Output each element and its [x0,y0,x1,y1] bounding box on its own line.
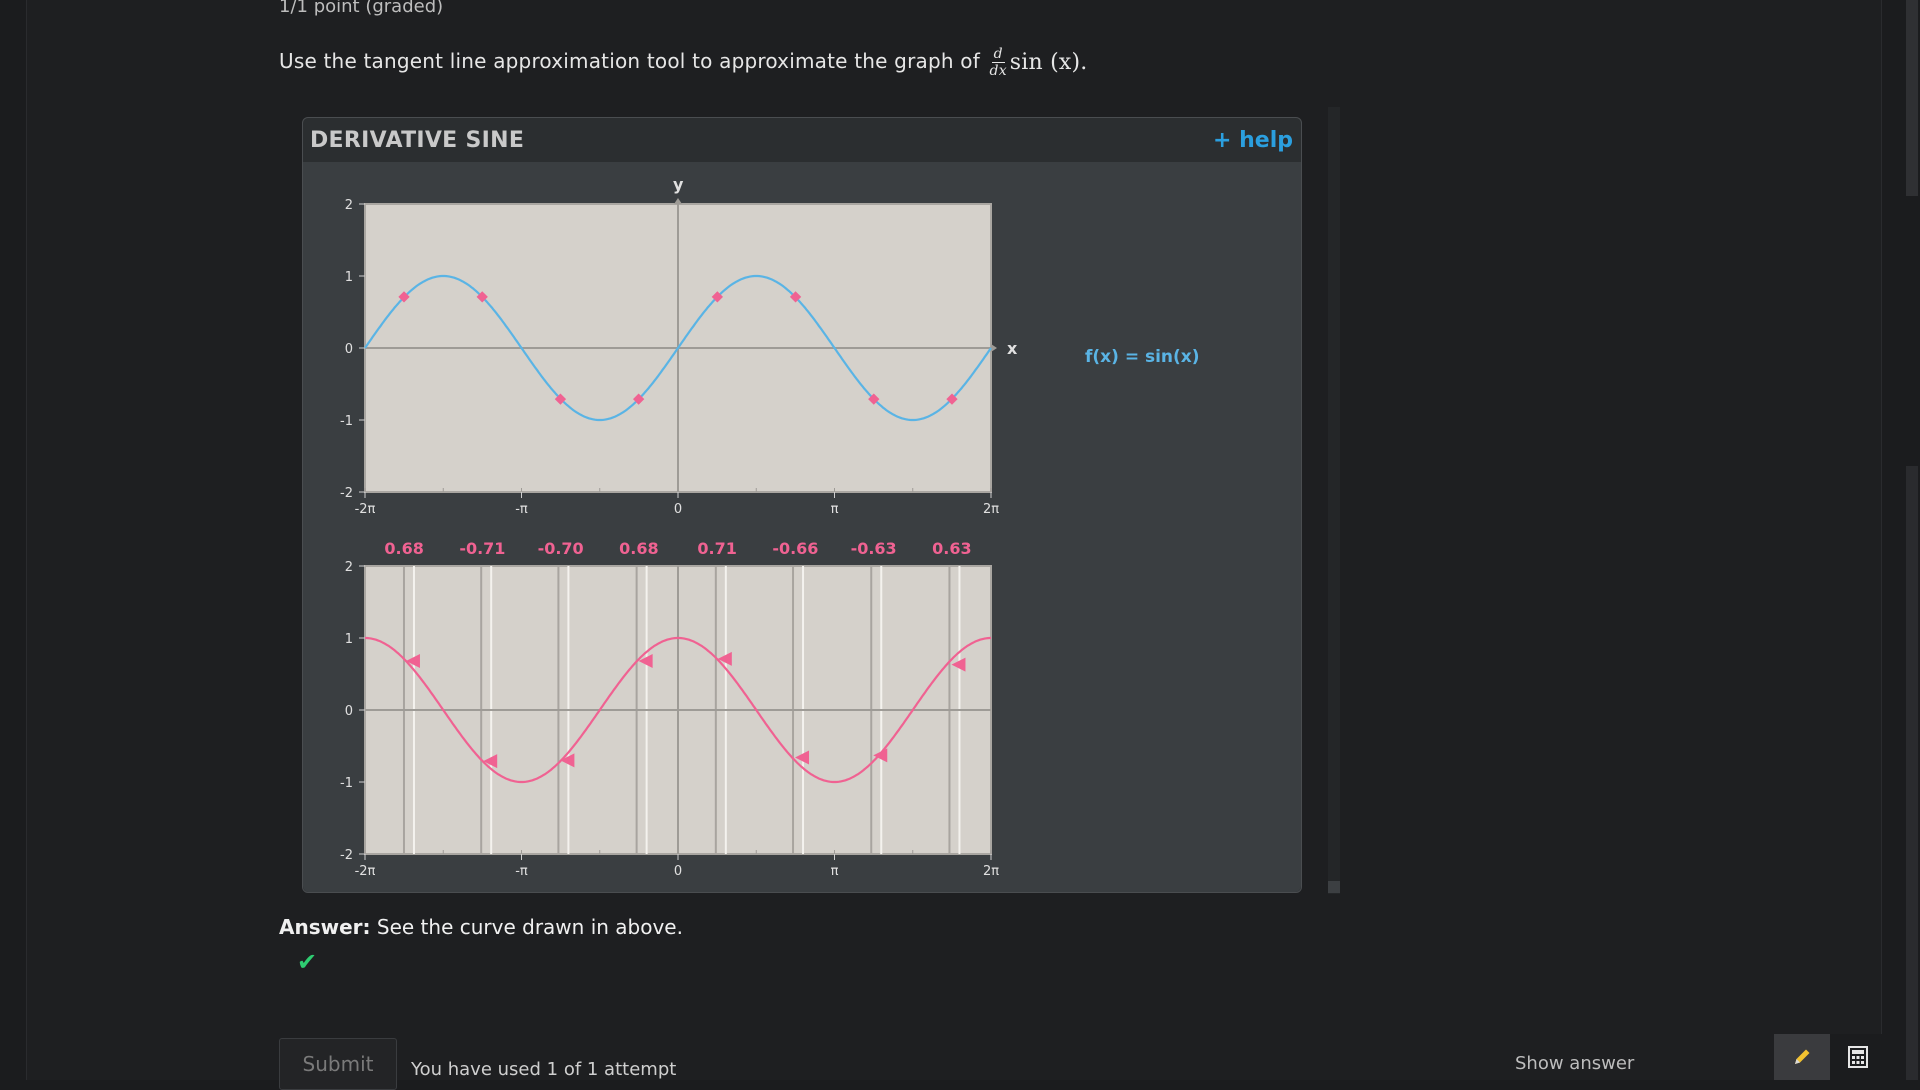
y-tick-label: 1 [345,270,353,285]
x-tick-label: 2π [983,864,999,879]
tangent-point [789,291,802,303]
x-axis-arrow [991,344,997,352]
x-tick-label: π [831,864,839,879]
x-tick-label: π [831,502,839,517]
slope-marker [638,654,653,669]
math-period: . [1080,50,1088,75]
check-icon: ✔ [297,948,318,976]
answer-label: Answer: [279,915,371,939]
slope-label: 0.68 [384,539,423,558]
widget-header: DERIVATIVE SINE + help [303,118,1301,163]
slope-marker [717,651,732,666]
y-tick-label: 0 [345,704,353,719]
tangent-point [711,291,724,303]
slope-label: 0.63 [932,539,971,558]
y-tick-label: -1 [340,414,353,429]
tangent-point [868,393,880,405]
slope-label: 0.68 [619,539,658,558]
slope-marker [405,654,420,669]
tangent-point [554,393,567,405]
x-tick-label: 2π [983,502,999,517]
tangent-point [632,393,645,405]
widget-title: DERIVATIVE SINE [310,127,525,153]
x-tick-label: -π [515,502,528,517]
calculator-icon [1848,1046,1868,1068]
y-tick-label: -2 [340,486,353,501]
x-tick-label: -2π [355,502,376,517]
show-answer-button[interactable]: Show answer [1515,1053,1635,1074]
slope-marker [873,748,888,763]
function-plot[interactable]: x y 2 1 0 -1 -2-2π -π 0 π 2π [340,175,1018,517]
y-axis-label: y [673,175,684,194]
y-tick-label: 2 [345,198,353,213]
widget-scrollbar[interactable] [1328,107,1340,894]
math-function: sin (x) [1009,50,1081,75]
slope-marker [951,657,966,672]
derivative-curve [365,636,991,784]
page-scrollbar-region [1906,466,1918,1080]
tangent-point [946,393,958,405]
y-tick-label: 0 [345,342,353,357]
y-tick-label: -2 [340,848,353,863]
help-link[interactable]: + help [1213,127,1293,153]
slope-label: -0.71 [459,539,505,558]
widget-body: x y 2 1 0 -1 -2 -2π -π 0 π 2π 2 1 0 -1 -2 -2π -π 0 π 2π 0.68-… [303,162,1301,892]
slope-label: -0.66 [772,539,818,558]
sine-curve [364,274,992,422]
attempts-text: You have used 1 of 1 attempt [411,1059,677,1080]
slope-label: -0.70 [538,539,584,558]
x-tick-label: -π [515,864,528,879]
derivative-fraction: d dx [990,46,1007,79]
widget-scrollbar-knob[interactable] [1328,881,1340,893]
calculator-button[interactable] [1830,1034,1886,1080]
y-tick-label: 2 [345,560,353,575]
tangent-point [476,291,488,303]
x-axis-label: x [1007,339,1018,358]
slope-marker [560,753,575,768]
answer-text: See the curve drawn in above. [376,915,683,939]
x-tick-label: -2π [355,864,376,879]
function-label: f(x) = sin(x) [1085,347,1200,367]
slope-label: -0.63 [851,539,897,558]
submit-button[interactable]: Submit [279,1038,397,1090]
page-scrollbar-thumb[interactable] [1906,0,1918,196]
answer-line: Answer: See the curve drawn in above. [279,915,683,939]
pencil-button[interactable] [1774,1034,1830,1080]
y-tick-label: 1 [345,632,353,647]
fraction-numerator: d [991,46,1005,63]
derivative-plot[interactable]: 2 1 0 -1 -2-2π -π 0 π 2π 0.68 -0.71 -0.70 0.68 0.71 -0… [340,539,999,879]
y-tick-label: -1 [340,776,353,791]
fraction-denominator: dx [989,63,1007,79]
problem-points: 1/1 point (graded) [279,0,444,17]
x-tick-label: 0 [674,864,682,879]
math-expression: d dx sin (x). [987,46,1088,79]
slope-marker [795,750,810,765]
slope-label: 0.71 [697,539,736,558]
x-tick-label: 0 [674,502,682,517]
slope-marker [483,754,498,769]
problem-prompt: Use the tangent line approximation tool … [279,46,1087,79]
pencil-icon [1795,1049,1810,1064]
prompt-text: Use the tangent line approximation tool … [279,49,980,73]
y-axis-arrow [674,198,682,204]
derivative-widget: DERIVATIVE SINE + help x y 2 1 0 -1 -2 -2π -π 0 π 2… [302,117,1302,893]
